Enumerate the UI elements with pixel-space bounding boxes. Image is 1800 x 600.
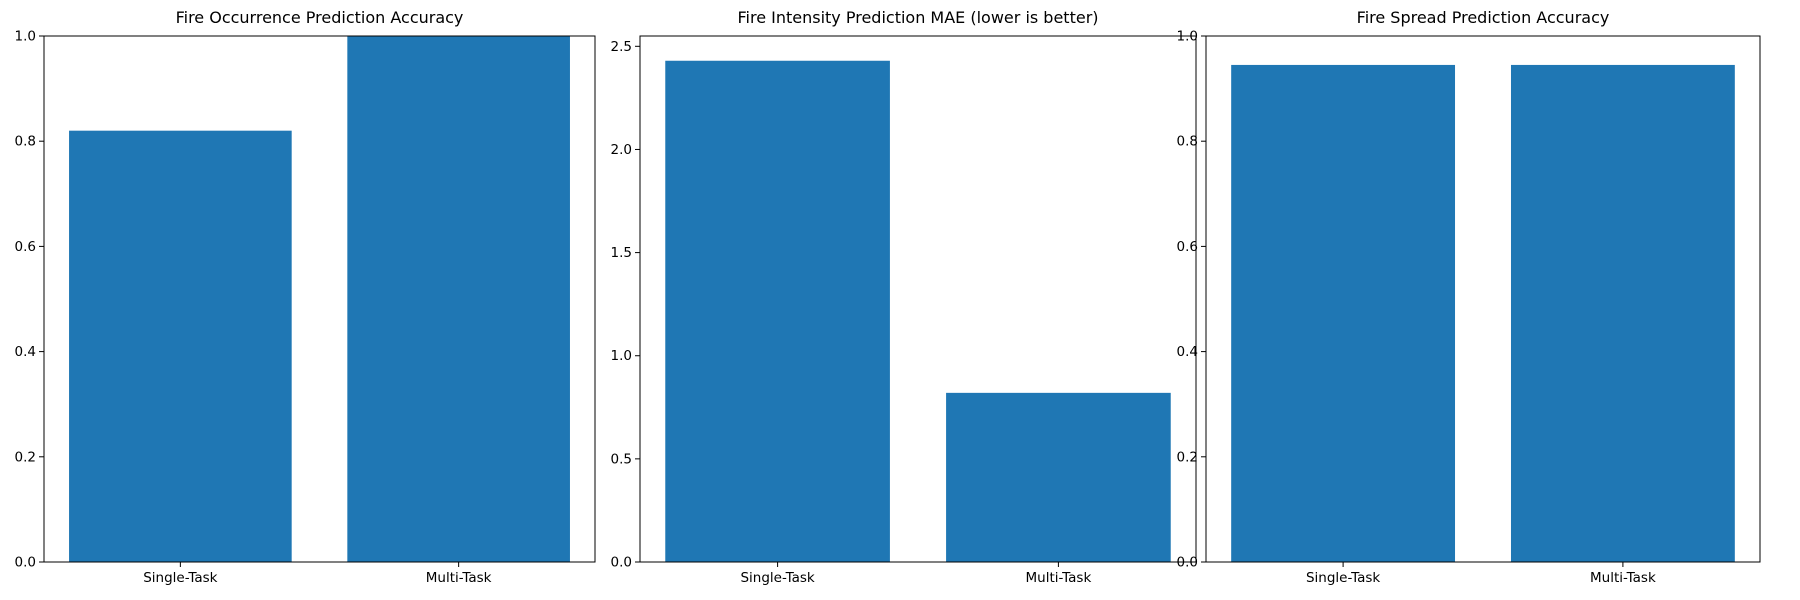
x-tick-label-single-task: Single-Task [143, 570, 217, 586]
y-tick-label: 0.2 [1177, 449, 1198, 465]
y-tick-label: 2.0 [611, 142, 632, 158]
x-tick-label-single-task: Single-Task [740, 570, 814, 586]
y-tick-label: 0.6 [1177, 239, 1198, 255]
y-tick-label: 0.0 [1177, 555, 1198, 571]
y-tick-label: 0.0 [611, 555, 632, 571]
y-tick-label: 0.5 [611, 451, 632, 467]
y-tick-label: 0.2 [15, 449, 36, 465]
y-tick-label: 1.0 [611, 348, 632, 364]
bar-multi-task [946, 393, 1171, 562]
x-tick-label-single-task: Single-Task [1306, 570, 1380, 586]
x-tick-label-multi-task: Multi-Task [1590, 570, 1656, 586]
chart-title: Fire Intensity Prediction MAE (lower is … [737, 8, 1098, 27]
x-tick-label-multi-task: Multi-Task [426, 570, 492, 586]
y-tick-label: 0.6 [15, 239, 36, 255]
y-tick-label: 1.0 [1177, 29, 1198, 45]
bar-single-task [1231, 65, 1455, 562]
y-tick-label: 0.4 [1177, 344, 1198, 360]
y-tick-label: 0.4 [15, 344, 36, 360]
bar-multi-task [1511, 65, 1735, 562]
y-tick-label: 0.8 [15, 134, 36, 150]
y-tick-label: 0.0 [15, 555, 36, 571]
y-tick-label: 0.8 [1177, 134, 1198, 150]
bar-single-task [69, 131, 292, 562]
chart-title: Fire Spread Prediction Accuracy [1357, 8, 1610, 27]
y-tick-label: 1.0 [15, 29, 36, 45]
x-tick-label-multi-task: Multi-Task [1026, 570, 1092, 586]
bar-single-task [665, 61, 890, 562]
y-tick-label: 1.5 [611, 245, 632, 261]
bar-multi-task [347, 36, 570, 562]
y-tick-label: 2.5 [611, 39, 632, 55]
chart-title: Fire Occurrence Prediction Accuracy [176, 8, 464, 27]
